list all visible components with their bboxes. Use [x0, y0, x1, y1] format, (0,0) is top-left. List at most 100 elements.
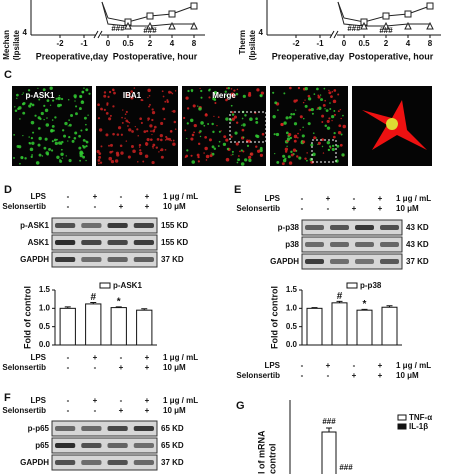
cell [230, 88, 233, 90]
cell [24, 157, 27, 160]
cell [131, 130, 134, 133]
y-tick-label: 4 [23, 28, 28, 37]
band [133, 426, 154, 431]
cell [317, 95, 321, 99]
cell [225, 95, 228, 97]
band [330, 225, 349, 230]
x-tick-label: 0.5 [358, 39, 370, 48]
marker [404, 21, 412, 30]
cell [71, 139, 75, 143]
legend-label: p-ASK1 [113, 281, 142, 290]
legend-label: p-p38 [360, 281, 382, 290]
cell [109, 143, 113, 147]
cell [244, 114, 247, 117]
cell [242, 136, 245, 139]
cell [169, 130, 173, 133]
band [55, 223, 76, 228]
cell [83, 87, 85, 89]
cell [338, 124, 342, 128]
cell [255, 120, 259, 124]
cell [213, 147, 217, 150]
y-axis-label: (Ipsilate [12, 29, 21, 60]
cell [18, 145, 22, 149]
cell [137, 135, 139, 137]
cell [44, 94, 47, 96]
cell [127, 155, 131, 159]
cell [130, 145, 134, 149]
marker [360, 21, 368, 30]
cell [248, 155, 252, 159]
x-tick-label: 2 [148, 39, 153, 48]
cell [49, 86, 53, 90]
cell [289, 136, 293, 140]
bar [85, 303, 102, 346]
cell [332, 99, 337, 104]
cell [290, 150, 293, 154]
cell [236, 142, 238, 144]
cell [337, 130, 342, 135]
cell [329, 108, 332, 111]
error-bar [336, 300, 343, 303]
error-bar [386, 305, 393, 308]
cell [68, 159, 72, 163]
blot-label: GAPDH [20, 458, 49, 467]
cell [318, 106, 322, 111]
cell [57, 96, 61, 101]
cell [151, 160, 155, 165]
cell [147, 96, 149, 99]
cell [240, 149, 243, 152]
cell [274, 153, 276, 155]
cell [299, 115, 303, 119]
cell [163, 117, 166, 121]
cell [149, 103, 151, 106]
cell [212, 130, 215, 134]
y-axis-label: Fold of control [269, 286, 279, 349]
cell [46, 99, 50, 103]
cell [124, 113, 127, 116]
cell [31, 154, 33, 156]
cell [212, 97, 216, 101]
blot-label: p-p38 [278, 223, 300, 232]
cell [121, 121, 124, 124]
cell [193, 123, 197, 128]
x-tick-label: 4 [406, 39, 411, 48]
cell [191, 160, 196, 164]
treatment-unit: 10 μM [396, 204, 419, 213]
cell [324, 108, 326, 110]
cell [333, 131, 336, 135]
cell [248, 158, 252, 163]
cell [107, 95, 110, 98]
cell [255, 117, 258, 121]
cell [211, 122, 214, 126]
error-bar [326, 427, 332, 432]
treatment-sign: + [145, 363, 150, 372]
treatment-label: Selonsertib [236, 204, 280, 213]
cell [59, 103, 62, 107]
cell [302, 126, 304, 129]
cell [46, 117, 48, 119]
cell [159, 134, 163, 138]
cell [133, 87, 136, 89]
cell [44, 108, 49, 113]
cell [241, 117, 244, 120]
cell [340, 133, 343, 136]
cell [246, 144, 250, 147]
y-tick-label: 0.5 [39, 322, 51, 331]
cell [288, 132, 292, 137]
cell [240, 162, 245, 166]
cell [128, 122, 131, 124]
cell [217, 145, 220, 147]
cell [110, 159, 115, 164]
x-tick-label: 2 [384, 39, 389, 48]
cell [162, 107, 166, 111]
cell [38, 136, 42, 141]
cell [21, 93, 23, 96]
cell [233, 115, 237, 119]
cell [139, 151, 143, 156]
annotation: ### [322, 417, 336, 426]
cell [55, 97, 58, 100]
cell [310, 107, 314, 112]
y-axis-label: Fold of control [22, 286, 32, 349]
cell [234, 131, 238, 135]
cell [213, 90, 218, 95]
